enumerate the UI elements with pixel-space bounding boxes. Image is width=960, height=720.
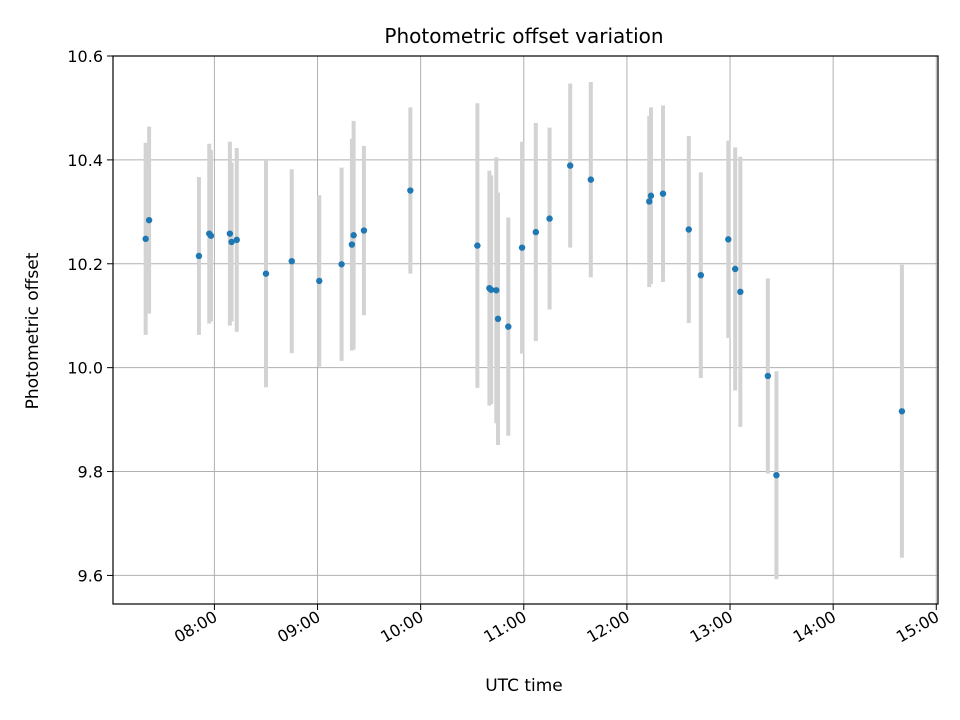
- y-tick-label: 10.2: [67, 255, 103, 274]
- data-point: [226, 230, 234, 237]
- data-point: [338, 261, 345, 268]
- data-point: [725, 236, 732, 243]
- x-tick-label: 12:00: [583, 607, 632, 647]
- data-point: [546, 215, 553, 222]
- y-axis-label: Photometric offset: [23, 252, 43, 409]
- data-point: [737, 288, 744, 296]
- x-tick-label: 15:00: [893, 607, 942, 647]
- data-point: [764, 372, 772, 380]
- data-point: [207, 232, 215, 239]
- data-point: [288, 257, 295, 265]
- x-tick-label: 13:00: [687, 607, 736, 647]
- data-point: [474, 242, 481, 249]
- data-point: [518, 244, 526, 251]
- data-point: [898, 408, 906, 415]
- y-tick-label: 10.4: [67, 151, 103, 170]
- data-point: [587, 176, 595, 183]
- data-point: [350, 232, 357, 239]
- plot-frame: [112, 55, 939, 605]
- data-point: [697, 272, 705, 279]
- data-point: [532, 228, 540, 236]
- data-point: [360, 227, 368, 234]
- chart-title: Photometric offset variation: [384, 24, 663, 48]
- y-tick-label: 9.8: [78, 463, 103, 482]
- data-point: [316, 277, 323, 285]
- data-point: [407, 187, 414, 194]
- data-point: [731, 265, 739, 273]
- x-axis-label: UTC time: [485, 676, 563, 696]
- x-tick-label: 09:00: [274, 607, 323, 647]
- data-point: [348, 241, 356, 248]
- x-axis-ticks: 08:00 09:00 10:00 11:00 12:00 13:00 14:00 15:00: [171, 604, 942, 647]
- data-point: [685, 226, 692, 233]
- data-point: [228, 238, 235, 246]
- x-tick-label: 10:00: [377, 607, 426, 647]
- x-tick-label: 11:00: [480, 607, 529, 647]
- y-tick-label: 9.6: [78, 566, 103, 585]
- data-points: [142, 162, 906, 479]
- y-tick-label: 10.6: [67, 47, 103, 66]
- data-point: [505, 323, 512, 330]
- data-point: [647, 192, 655, 199]
- data-point: [493, 287, 500, 294]
- data-point: [262, 270, 270, 277]
- data-point: [142, 235, 149, 243]
- data-point: [233, 236, 240, 244]
- data-point: [659, 190, 667, 197]
- data-point: [646, 198, 653, 205]
- x-tick-label: 14:00: [790, 607, 839, 647]
- y-axis-ticks: 9.6 9.8 10.0 10.2 10.4 10.6: [67, 47, 113, 585]
- data-point: [487, 286, 495, 293]
- data-point: [773, 471, 780, 479]
- y-tick-label: 10.0: [67, 359, 103, 378]
- data-point: [195, 252, 203, 260]
- data-point: [566, 162, 574, 169]
- x-tick-label: 08:00: [171, 607, 220, 647]
- data-point: [145, 216, 153, 224]
- data-point: [494, 315, 502, 323]
